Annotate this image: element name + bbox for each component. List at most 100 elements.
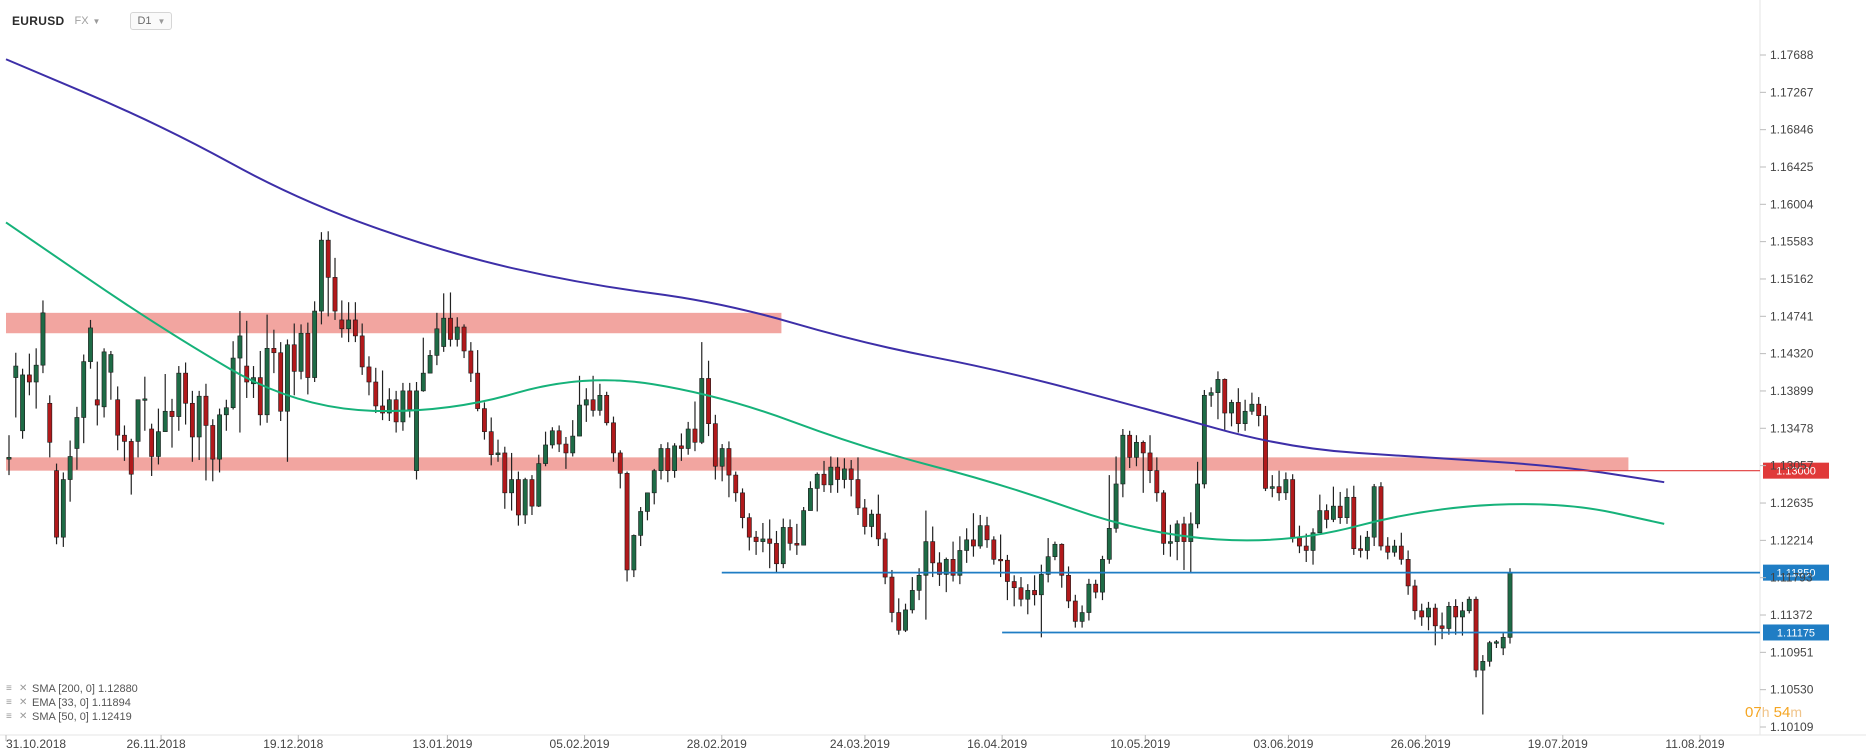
candle-body [244,365,250,383]
candle-body [631,535,637,571]
x-tick-label: 19.12.2018 [263,737,323,751]
candle-body [1419,610,1425,618]
moving-average-line [5,221,1665,542]
candle-body [943,559,949,575]
candle-body [658,448,664,471]
candle-body [1269,486,1275,489]
candle-body [1147,452,1153,471]
candle-body [916,574,922,591]
symbol-label[interactable]: EURUSD [12,14,65,28]
candle-body [971,539,976,547]
candle-body [1229,402,1234,414]
settings-icon[interactable]: ≡ [6,697,12,708]
x-tick-label: 28.02.2019 [687,737,747,751]
candle-body [1168,541,1173,544]
candle-body [291,344,297,372]
settings-icon[interactable]: ≡ [6,683,12,694]
candle-body [210,425,216,460]
indicator-row[interactable]: ≡ ✕ SMA [50, 0] 1.12419 [6,710,138,724]
indicator-row[interactable]: ≡ ✕ EMA [33, 0] 1.11894 [6,696,138,710]
candle-body [183,372,188,404]
candle-body [767,538,773,544]
resistance-zone [6,457,1629,471]
candle-body [1235,402,1241,424]
candle-body [903,609,908,631]
resistance-zone [6,312,782,334]
y-tick-label: 1.17267 [1770,85,1814,99]
candle-body [1276,486,1282,494]
candle-body [583,399,589,406]
candle-body [142,398,148,401]
timeframe-selector[interactable]: D1 ▼ [130,12,173,30]
candle-body [937,562,942,575]
candle-body [930,541,936,564]
candle-body [740,492,745,518]
candle-body [1004,559,1010,582]
candle-body [590,399,596,411]
candle-body [1052,543,1058,557]
indicator-row[interactable]: ≡ ✕ SMA [200, 0] 1.12880 [6,682,138,696]
candle-body [1093,583,1099,593]
candle-body [454,326,460,340]
candle-body [47,402,53,443]
candle-body [407,390,413,410]
candle-body [685,428,691,449]
candle-body [699,378,705,443]
close-icon[interactable]: ✕ [19,697,28,708]
candle-body [1086,583,1092,613]
x-tick-label: 31.10.2018 [6,737,66,751]
candle-body [1161,492,1167,544]
market-label: FX [74,15,89,27]
candle-countdown: 07h 54m [1745,704,1802,721]
candle-body [808,488,813,511]
candle-body [346,319,351,330]
close-icon[interactable]: ✕ [19,683,28,694]
y-tick-label: 1.13057 [1770,459,1814,473]
candle-body [794,543,800,546]
candle-body [1072,600,1078,622]
candle-body [1453,606,1459,618]
candle-body [712,423,718,467]
price-level-tag [1763,624,1829,641]
x-tick-label: 26.06.2019 [1391,737,1451,751]
y-tick-label: 1.16846 [1770,123,1814,137]
x-tick-label: 05.02.2019 [550,737,610,751]
y-tick-label: 1.13899 [1770,384,1814,398]
candle-body [122,434,127,442]
candle-body [909,590,915,611]
x-tick-label: 26.11.2018 [126,737,185,751]
candle-body [1174,523,1180,542]
candle-body [495,452,501,456]
candle-body [875,513,881,540]
candle-body [1079,612,1085,622]
market-selector[interactable]: FX ▼ [74,15,100,27]
candle-body [373,381,379,407]
settings-icon[interactable]: ≡ [6,711,12,722]
candle-body [1283,479,1289,494]
candle-body [128,441,134,475]
y-tick-label: 1.12214 [1770,533,1814,547]
chart-toolbar: EURUSD FX ▼ D1 ▼ [12,10,173,32]
candle-body [1106,527,1112,560]
candle-body [1011,581,1017,589]
x-tick-label: 24.03.2019 [830,737,890,751]
candle-body [223,407,229,416]
x-tick-label: 10.05.2019 [1110,737,1170,751]
candle-body [1120,434,1126,485]
candle-body [1140,441,1146,454]
y-tick-label: 1.10530 [1770,683,1814,697]
candle-body [325,239,331,278]
candle-body [1032,590,1037,596]
candle-body [81,361,87,418]
candle-body [427,355,433,374]
candle-body [706,378,711,424]
close-icon[interactable]: ✕ [19,711,28,722]
candle-body [556,430,562,445]
x-tick-label: 03.06.2019 [1253,737,1313,751]
candle-body [237,335,243,359]
price-level-tag [1763,564,1829,581]
candle-body [1344,496,1350,518]
candle-body [94,399,100,406]
candle-body [414,390,419,471]
